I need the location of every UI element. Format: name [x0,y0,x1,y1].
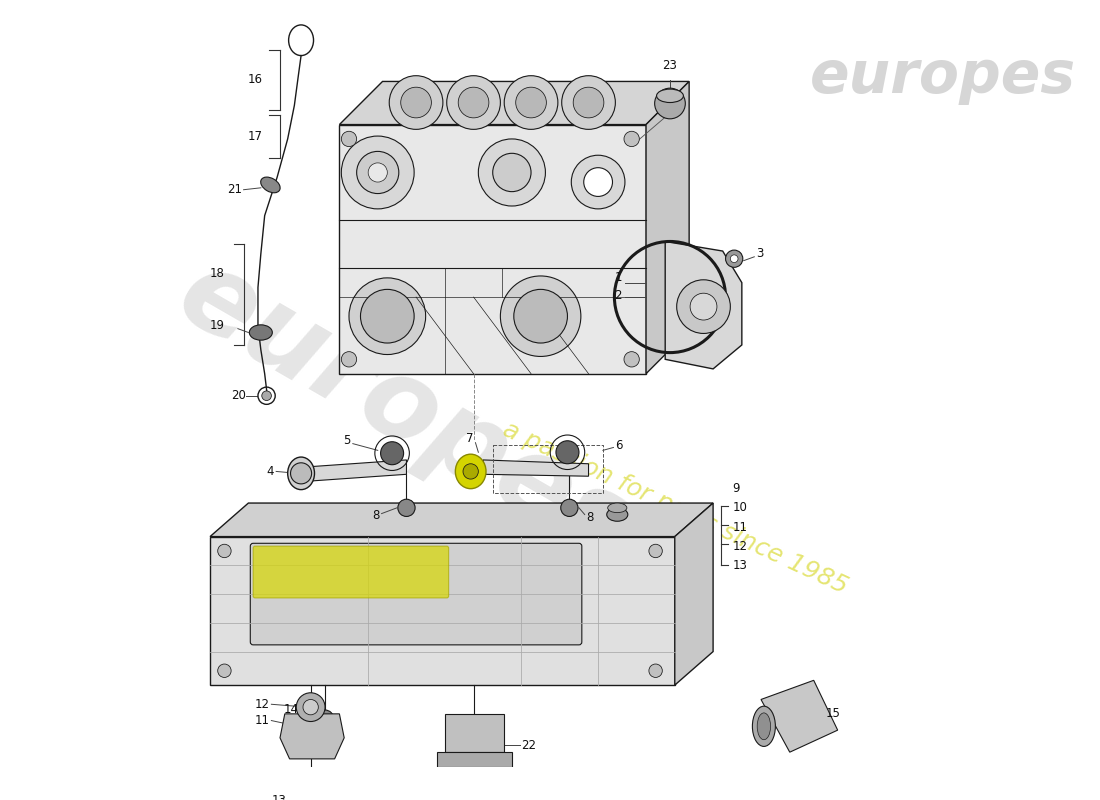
Text: 11: 11 [733,521,747,534]
Circle shape [500,276,581,357]
Circle shape [341,131,356,146]
Circle shape [478,139,546,206]
Text: 17: 17 [248,130,263,142]
Circle shape [514,290,568,343]
Text: 22: 22 [521,739,537,752]
Text: 19: 19 [209,319,224,332]
Circle shape [341,136,414,209]
Text: 12: 12 [733,540,747,553]
Ellipse shape [455,454,486,489]
Ellipse shape [288,457,315,490]
Text: europes: europes [161,239,652,585]
Text: 6: 6 [615,439,623,452]
Text: 7: 7 [466,432,474,446]
Circle shape [447,76,500,130]
Ellipse shape [657,89,683,102]
Ellipse shape [607,508,628,522]
Text: 8: 8 [586,511,594,524]
Circle shape [504,76,558,130]
Ellipse shape [250,325,273,340]
Text: 18: 18 [209,266,224,279]
Circle shape [654,88,685,119]
Text: 8: 8 [372,509,379,522]
Text: 3: 3 [756,247,763,261]
Circle shape [302,699,318,715]
Text: 5: 5 [343,434,351,447]
Circle shape [262,391,272,401]
Circle shape [389,76,443,130]
Circle shape [301,786,320,800]
Circle shape [571,155,625,209]
FancyBboxPatch shape [253,546,449,598]
Text: europes: europes [810,48,1076,105]
Text: 11: 11 [254,714,270,727]
Circle shape [690,294,717,320]
Circle shape [463,464,478,479]
Polygon shape [483,460,588,476]
Circle shape [516,87,547,118]
Circle shape [649,664,662,678]
Ellipse shape [752,706,776,746]
Text: 13: 13 [733,559,747,572]
FancyBboxPatch shape [251,543,582,645]
Text: 20: 20 [231,390,245,402]
Circle shape [368,163,387,182]
Polygon shape [646,82,689,374]
Circle shape [556,441,579,464]
Circle shape [562,76,615,130]
Polygon shape [761,680,838,752]
Circle shape [356,151,399,194]
Text: 15: 15 [826,707,842,720]
Polygon shape [210,503,713,537]
Circle shape [573,87,604,118]
Polygon shape [310,460,407,481]
Circle shape [218,544,231,558]
Circle shape [317,710,333,727]
Text: 12: 12 [254,698,270,710]
Text: 1: 1 [615,271,623,284]
Circle shape [400,87,431,118]
Ellipse shape [757,713,771,740]
Circle shape [349,278,426,354]
Circle shape [341,352,356,367]
Circle shape [561,499,578,517]
Text: 2: 2 [615,289,623,302]
Circle shape [296,693,324,722]
Text: 14: 14 [284,702,299,715]
Text: 23: 23 [662,58,678,72]
Circle shape [459,87,488,118]
Text: a passion for parts since 1985: a passion for parts since 1985 [498,417,851,598]
Text: 16: 16 [248,73,263,86]
Polygon shape [210,537,674,685]
Ellipse shape [607,503,627,513]
Circle shape [584,168,613,197]
Ellipse shape [261,177,280,193]
Circle shape [218,664,231,678]
Text: 21: 21 [227,183,242,196]
Text: 10: 10 [733,502,747,514]
Circle shape [381,442,404,465]
Polygon shape [674,503,713,685]
Circle shape [398,499,415,517]
Text: 4: 4 [266,465,274,478]
Polygon shape [280,714,344,759]
Polygon shape [340,82,689,125]
Circle shape [624,131,639,146]
Polygon shape [437,752,512,766]
Text: 9: 9 [733,482,740,495]
Circle shape [726,250,742,267]
Circle shape [676,280,730,334]
Circle shape [361,290,414,343]
Polygon shape [444,714,504,752]
Circle shape [730,255,738,262]
Circle shape [624,352,639,367]
Text: 13: 13 [272,794,287,800]
Polygon shape [666,242,741,369]
Circle shape [649,544,662,558]
Circle shape [493,154,531,192]
Polygon shape [340,125,646,374]
Circle shape [290,463,311,484]
